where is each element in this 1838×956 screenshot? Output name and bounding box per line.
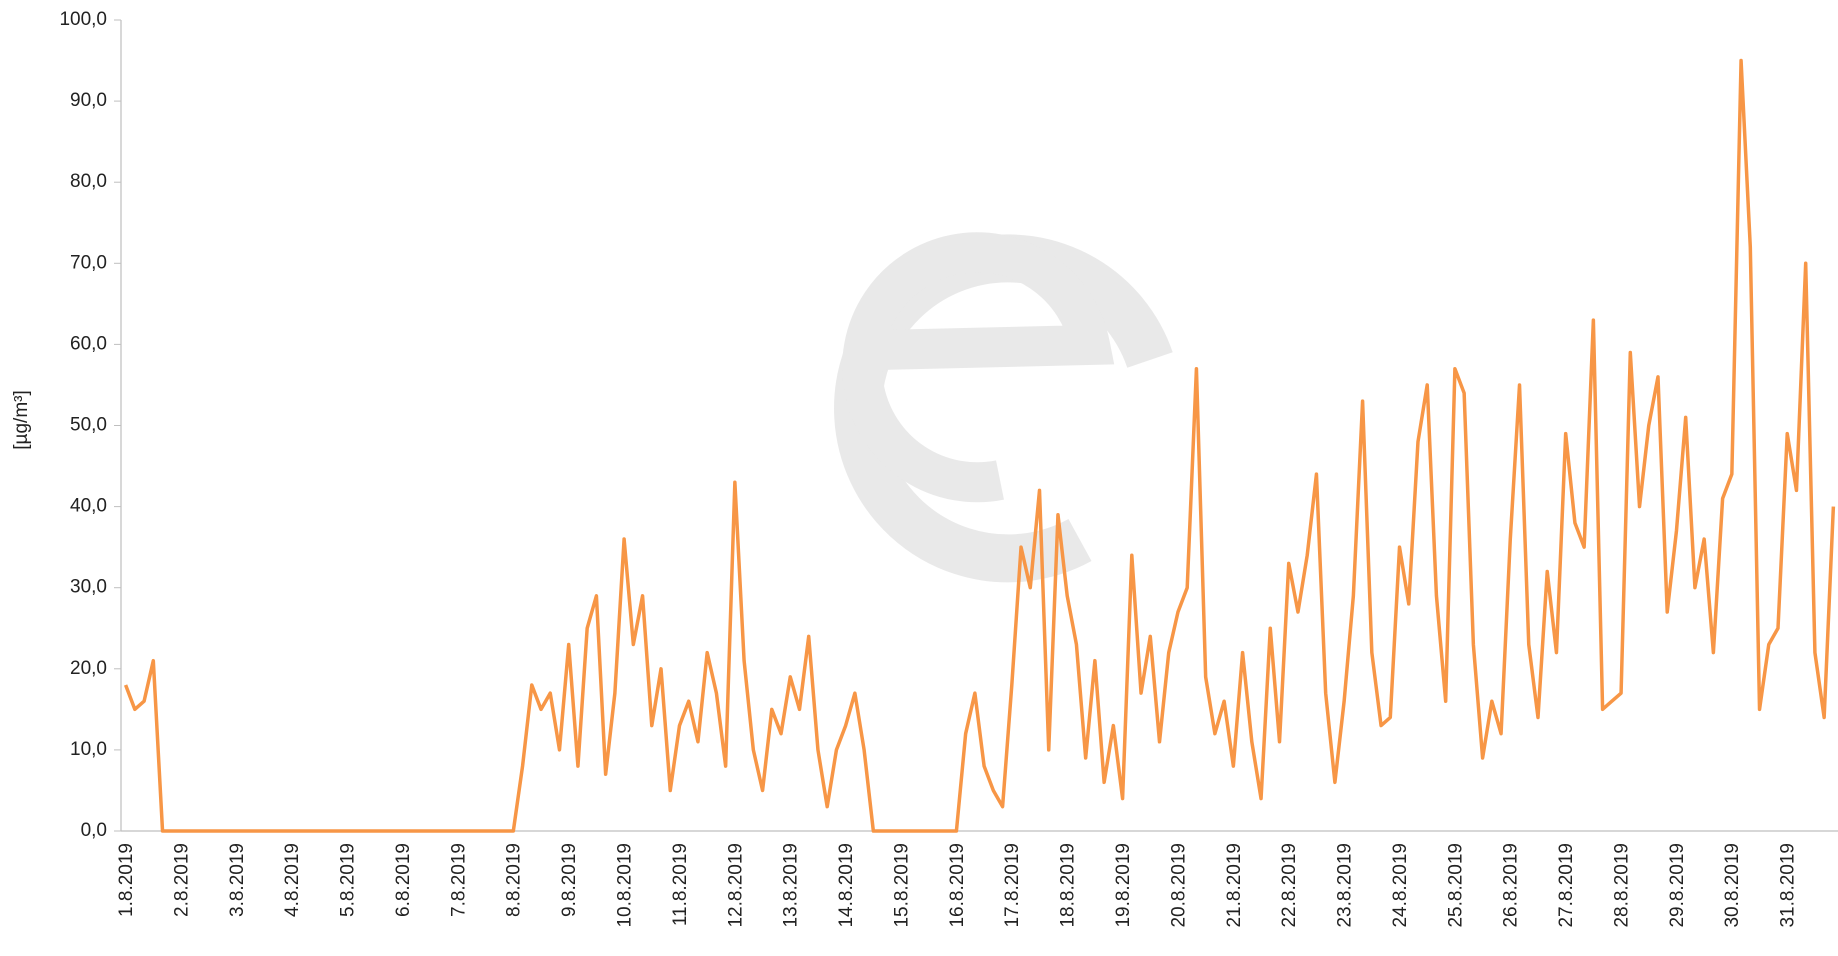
x-tick-label: 5.8.2019 [338,843,359,917]
x-tick-label: 4.8.2019 [282,843,303,917]
y-axis-label: [µg/m³] [11,390,32,450]
y-tick-label: 60,0 [70,333,107,354]
x-tick-label: 23.8.2019 [1335,843,1356,928]
watermark [834,232,1173,583]
watermark-e [842,232,1115,503]
x-tick-label: 13.8.2019 [781,843,802,928]
x-tick-label: 7.8.2019 [448,843,469,917]
x-tick-label: 21.8.2019 [1224,843,1245,928]
x-tick-label: 25.8.2019 [1445,843,1466,928]
y-tick-label: 30,0 [70,577,107,598]
x-tick-label: 24.8.2019 [1390,843,1411,928]
x-tick-label: 14.8.2019 [836,843,857,928]
x-tick-label: 30.8.2019 [1722,843,1743,928]
line-series [123,58,1836,833]
x-tick-label: 29.8.2019 [1667,843,1688,928]
y-tick-label: 50,0 [70,415,107,436]
x-tick-label: 19.8.2019 [1113,843,1134,928]
x-tick-label: 12.8.2019 [725,843,746,928]
y-tick-label: 20,0 [70,658,107,679]
x-tick-label: 27.8.2019 [1556,843,1577,928]
x-tick-label: 16.8.2019 [947,843,968,928]
x-tick-label: 9.8.2019 [559,843,580,917]
x-tick-label: 10.8.2019 [614,843,635,928]
y-tick-label: 0,0 [81,820,107,841]
x-tick-label: 15.8.2019 [891,843,912,928]
y-tick-label: 90,0 [70,90,107,111]
x-tick-label: 1.8.2019 [116,843,137,917]
y-tick-label: 40,0 [70,496,107,517]
x-tick-label: 18.8.2019 [1058,843,1079,928]
y-tick-label: 10,0 [70,739,107,760]
x-tick-label: 6.8.2019 [393,843,414,917]
x-tick-label: 3.8.2019 [227,843,248,917]
x-tick-label: 31.8.2019 [1778,843,1799,928]
x-tick-label: 8.8.2019 [504,843,525,917]
y-tick-label: 100,0 [59,9,107,30]
x-tick-label: 11.8.2019 [670,843,691,926]
watermark-c [834,234,1173,583]
y-tick-label: 70,0 [70,252,107,273]
x-tick-label: 22.8.2019 [1279,843,1300,928]
x-tick-label: 28.8.2019 [1611,843,1632,928]
x-tick-label: 17.8.2019 [1002,843,1023,928]
y-tick-label: 80,0 [70,171,107,192]
x-tick-label: 26.8.2019 [1501,843,1522,928]
x-tick-label: 2.8.2019 [171,843,192,917]
x-tick-label: 20.8.2019 [1168,843,1189,928]
